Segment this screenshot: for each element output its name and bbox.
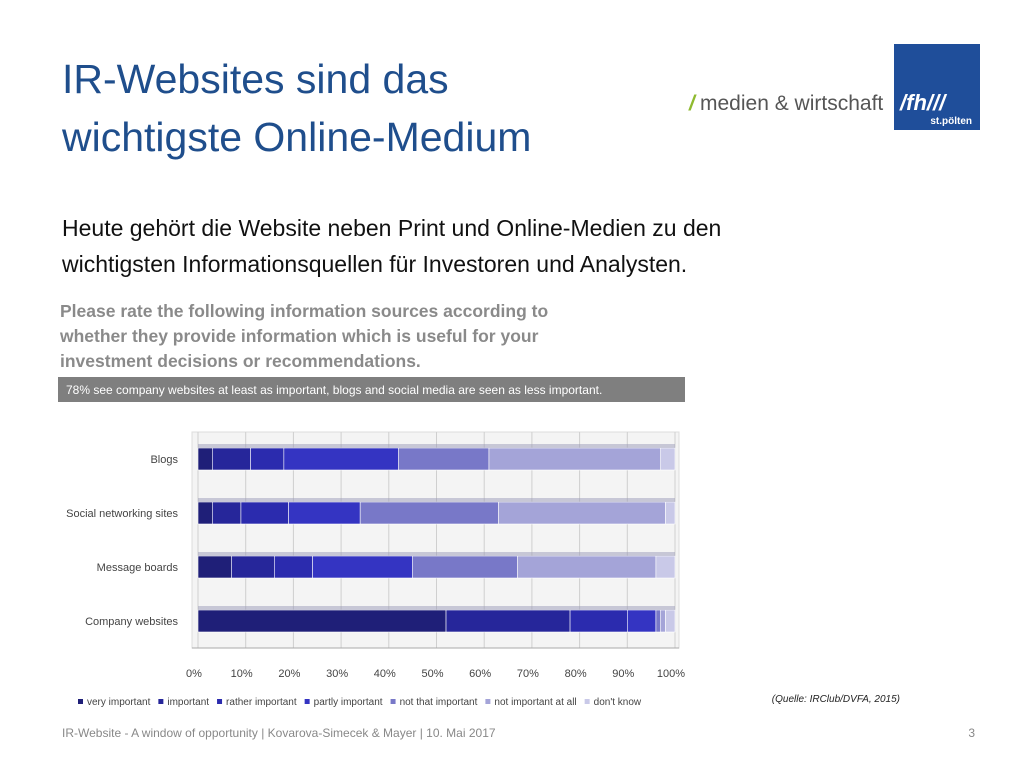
bar-segment: [312, 555, 413, 579]
bar-segment: [212, 501, 242, 525]
logo-mark: /: [688, 92, 697, 115]
x-tick-label: 0%: [186, 668, 202, 680]
bar-segment: [655, 555, 676, 579]
slide-title: IR-Websites sind das: [62, 56, 449, 102]
bar-segment: [197, 501, 213, 525]
bar-segment: [660, 447, 676, 471]
logo-box-text: /fh///: [899, 90, 948, 115]
bar-segment: [274, 555, 313, 579]
chart-title: investment decisions or recommendations.: [60, 351, 421, 371]
bar-segment: [398, 447, 490, 471]
legend-label: very important: [87, 697, 151, 708]
bar-segment: [665, 609, 676, 633]
bar-segment: [655, 609, 661, 633]
chart-title: whether they provide information which i…: [59, 326, 539, 346]
legend-swatch: [485, 699, 491, 704]
legend-swatch: [304, 699, 310, 704]
legend-swatch: [158, 699, 164, 704]
logo-box: [894, 44, 980, 130]
legend-swatch: [584, 699, 590, 704]
legend-label: partly important: [314, 697, 383, 708]
bar-segment: [240, 501, 289, 525]
body-text: Heute gehört die Website neben Print und…: [62, 215, 721, 241]
bar-segment: [660, 609, 666, 633]
y-tick-label: Company websites: [85, 616, 178, 628]
bar-segment: [250, 447, 285, 471]
legend-label: not important at all: [494, 697, 576, 708]
bar-segment: [517, 555, 657, 579]
bar-top: [198, 552, 675, 556]
legend-label: rather important: [226, 697, 297, 708]
page-number: 3: [968, 726, 975, 740]
source: (Quelle: IRClub/DVFA, 2015): [772, 694, 900, 705]
bar-segment: [231, 555, 275, 579]
bar-segment: [197, 447, 213, 471]
logo-name: medien & wirtschaft: [700, 92, 883, 115]
bar-segment: [197, 609, 447, 633]
bar-segment: [488, 447, 661, 471]
bar-segment: [359, 501, 499, 525]
y-tick-label: Blogs: [150, 454, 178, 466]
x-tick-label: 10%: [231, 668, 253, 680]
x-tick-label: 40%: [374, 668, 396, 680]
legend-label: don't know: [594, 697, 642, 708]
logo-box-sub: st.pölten: [930, 116, 972, 127]
bar-segment: [288, 501, 361, 525]
x-tick-label: 80%: [565, 668, 587, 680]
bar-top: [198, 606, 675, 610]
x-tick-label: 50%: [421, 668, 443, 680]
body-text: wichtigsten Informationsquellen für Inve…: [61, 251, 687, 277]
bar-top: [198, 444, 675, 448]
legend-swatch: [78, 699, 83, 704]
bar-segment: [445, 609, 571, 633]
x-tick-label: 60%: [469, 668, 491, 680]
bar-segment: [197, 555, 232, 579]
legend-label: not that important: [400, 697, 478, 708]
chart-title: Please rate the following information so…: [60, 301, 548, 321]
bar-segment: [569, 609, 628, 633]
bar-segment: [412, 555, 518, 579]
bar-segment: [665, 501, 676, 525]
bar-top: [198, 498, 675, 502]
subtitle-banner: [58, 377, 685, 402]
bar-segment: [212, 447, 251, 471]
y-tick-label: Social networking sites: [66, 508, 178, 520]
x-tick-label: 70%: [517, 668, 539, 680]
bar-segment: [283, 447, 399, 471]
chart-subtitle: 78% see company websites at least as imp…: [66, 383, 602, 397]
legend-swatch: [390, 699, 396, 704]
x-tick-label: 30%: [326, 668, 348, 680]
x-tick-label: 100%: [657, 668, 685, 680]
slide-title: wichtigste Online-Medium: [61, 114, 531, 160]
footer: IR-Website - A window of opportunity | K…: [62, 726, 496, 740]
x-tick-label: 90%: [612, 668, 634, 680]
y-tick-label: Message boards: [97, 562, 179, 574]
bar-segment: [498, 501, 666, 525]
x-tick-label: 20%: [278, 668, 300, 680]
legend-label: important: [167, 697, 209, 708]
legend-swatch: [217, 699, 223, 704]
bar-segment: [626, 609, 657, 633]
